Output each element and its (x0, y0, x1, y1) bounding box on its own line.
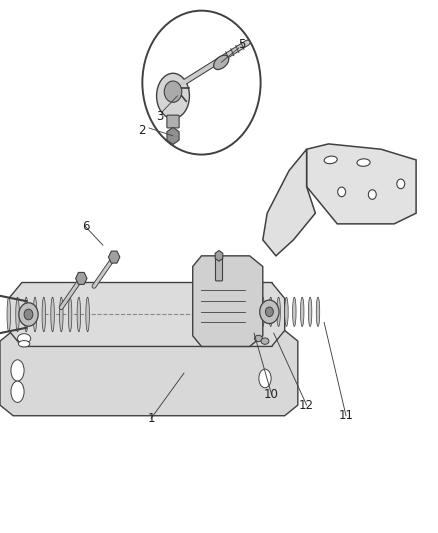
Circle shape (260, 300, 279, 324)
Ellipse shape (16, 297, 19, 332)
Ellipse shape (18, 341, 30, 347)
Ellipse shape (11, 360, 24, 381)
Ellipse shape (277, 297, 280, 326)
Ellipse shape (157, 74, 190, 118)
Text: 6: 6 (81, 220, 89, 233)
Circle shape (265, 307, 273, 317)
Ellipse shape (11, 381, 24, 402)
Ellipse shape (261, 297, 265, 326)
Ellipse shape (214, 55, 229, 69)
Ellipse shape (368, 190, 376, 199)
Polygon shape (0, 330, 298, 416)
Ellipse shape (300, 297, 304, 326)
Ellipse shape (68, 297, 72, 332)
Ellipse shape (42, 297, 46, 332)
Polygon shape (76, 272, 87, 285)
Circle shape (164, 81, 182, 102)
Ellipse shape (25, 297, 28, 332)
Ellipse shape (18, 334, 31, 343)
Ellipse shape (357, 159, 370, 166)
FancyBboxPatch shape (167, 115, 179, 128)
Ellipse shape (324, 156, 337, 164)
FancyBboxPatch shape (215, 257, 223, 281)
Ellipse shape (397, 179, 405, 189)
Text: 5: 5 (238, 38, 245, 51)
Ellipse shape (51, 297, 54, 332)
Polygon shape (263, 149, 315, 256)
Ellipse shape (338, 187, 346, 197)
Ellipse shape (285, 297, 288, 326)
Text: 10: 10 (264, 388, 279, 401)
Polygon shape (193, 256, 263, 346)
Polygon shape (215, 251, 223, 261)
Text: 11: 11 (339, 409, 353, 422)
Text: 12: 12 (299, 399, 314, 411)
Ellipse shape (7, 297, 11, 332)
Polygon shape (109, 251, 120, 263)
Polygon shape (167, 127, 179, 144)
Ellipse shape (293, 297, 296, 326)
Ellipse shape (86, 297, 89, 332)
Ellipse shape (269, 297, 272, 326)
Ellipse shape (308, 297, 312, 326)
Ellipse shape (316, 297, 320, 326)
Polygon shape (307, 144, 416, 224)
Text: 1: 1 (147, 412, 155, 425)
Ellipse shape (33, 297, 37, 332)
Circle shape (19, 303, 38, 326)
Circle shape (24, 309, 33, 320)
Ellipse shape (254, 335, 262, 342)
Ellipse shape (60, 297, 63, 332)
Ellipse shape (261, 338, 269, 344)
Text: 3: 3 (156, 110, 163, 123)
Ellipse shape (77, 297, 81, 332)
Polygon shape (9, 282, 285, 346)
Text: 2: 2 (138, 124, 146, 137)
Ellipse shape (259, 369, 271, 388)
